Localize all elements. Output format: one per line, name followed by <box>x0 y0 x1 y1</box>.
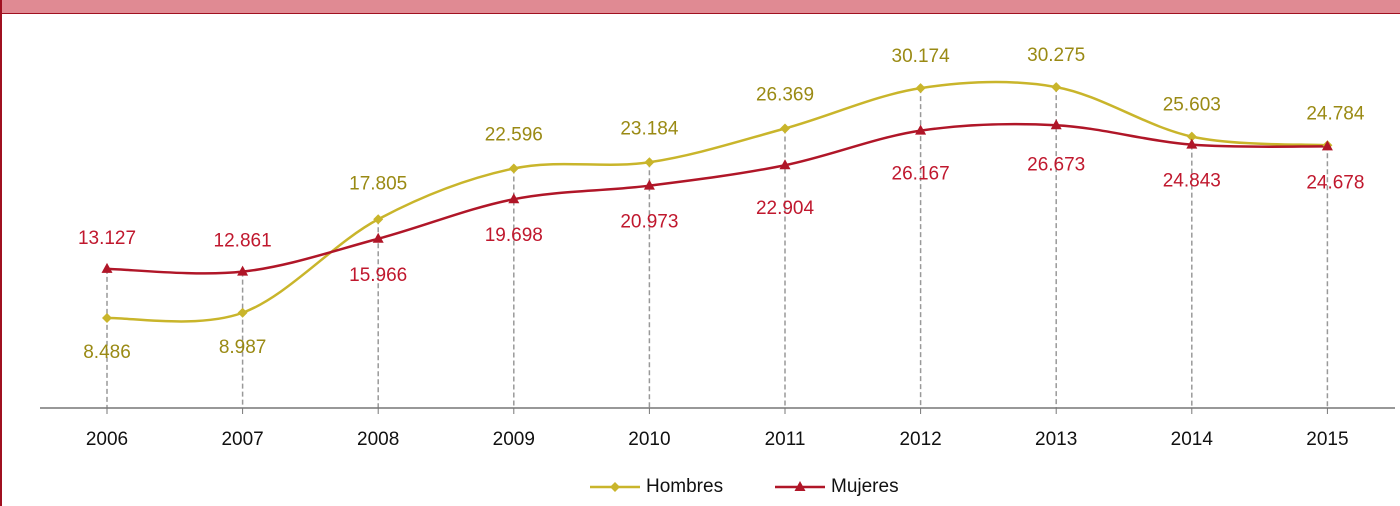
x-tick-label: 2014 <box>1171 429 1214 450</box>
marker <box>237 307 248 318</box>
data-label: 15.966 <box>349 265 407 286</box>
marker <box>508 163 519 174</box>
x-tick-label: 2011 <box>765 429 806 450</box>
data-label: 22.904 <box>756 198 815 219</box>
data-label: 23.184 <box>620 118 679 139</box>
x-tick-label: 2007 <box>221 429 263 450</box>
data-label: 24.843 <box>1163 171 1221 192</box>
series-line <box>106 122 1328 275</box>
data-label: 19.698 <box>485 225 543 246</box>
series-line <box>106 80 1328 323</box>
marker <box>1186 131 1197 142</box>
legend-label: Hombres <box>646 476 723 497</box>
marker <box>1051 82 1062 93</box>
data-label: 30.174 <box>892 46 951 67</box>
data-label: 8.987 <box>219 337 267 358</box>
legend-label: Mujeres <box>831 476 899 497</box>
x-tick-label: 2010 <box>628 429 670 450</box>
marker <box>610 482 620 492</box>
data-label: 26.369 <box>756 85 814 106</box>
data-label: 26.673 <box>1027 154 1085 175</box>
marker <box>915 83 926 94</box>
data-label: 17.805 <box>349 173 407 194</box>
marker <box>794 481 806 491</box>
data-label: 22.596 <box>485 124 543 145</box>
marker <box>643 179 655 190</box>
marker <box>915 124 927 135</box>
x-tick-label: 2008 <box>357 429 399 450</box>
data-label: 12.861 <box>214 231 272 252</box>
marker <box>1321 140 1333 151</box>
data-label: 26.167 <box>892 164 950 185</box>
marker <box>1186 138 1198 149</box>
x-tick-label: 2009 <box>493 429 535 450</box>
data-label: 24.784 <box>1306 103 1365 124</box>
marker <box>1050 119 1062 130</box>
marker <box>644 157 655 168</box>
marker <box>102 313 112 324</box>
data-label: 25.603 <box>1163 95 1221 116</box>
data-label: 30.275 <box>1027 45 1085 66</box>
data-label: 8.486 <box>83 342 131 363</box>
data-label: 20.973 <box>620 212 678 233</box>
header-bar <box>0 0 1400 13</box>
marker <box>237 265 249 276</box>
data-label: 24.678 <box>1306 172 1364 193</box>
marker <box>780 123 790 134</box>
x-tick-label: 2015 <box>1306 429 1348 450</box>
marker <box>779 159 791 170</box>
marker <box>372 232 384 243</box>
marker <box>373 214 384 225</box>
x-tick-label: 2012 <box>899 429 941 450</box>
data-label: 13.127 <box>78 228 136 249</box>
marker <box>101 262 113 273</box>
x-tick-label: 2006 <box>86 429 128 450</box>
x-tick-label: 2013 <box>1035 429 1077 450</box>
marker <box>508 193 520 204</box>
